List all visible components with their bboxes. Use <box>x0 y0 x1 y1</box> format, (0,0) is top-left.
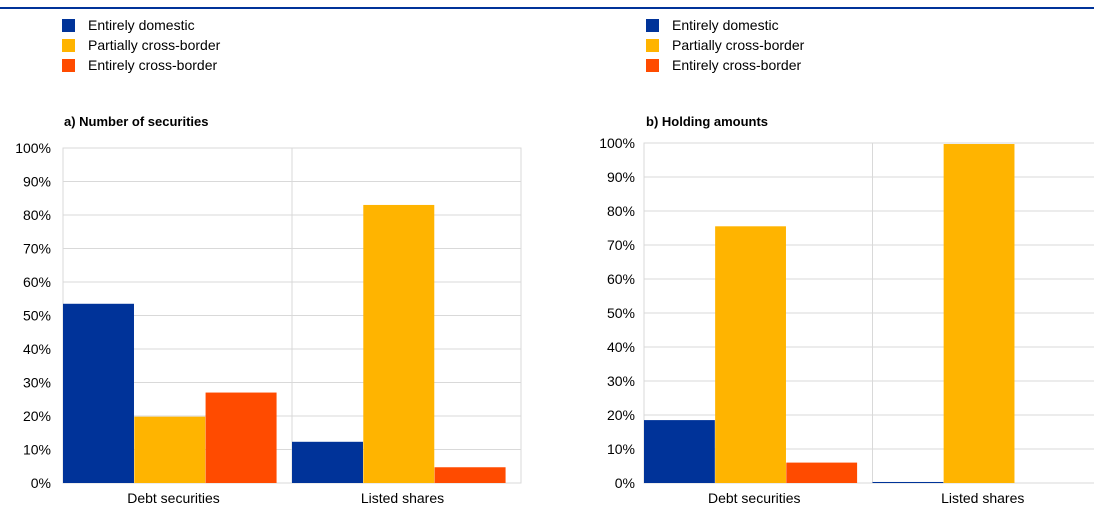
x-category-label: Listed shares <box>361 490 444 506</box>
top-rule <box>0 7 1094 9</box>
legend-item-partial: Partially cross-border <box>646 35 804 55</box>
legend-label: Partially cross-border <box>672 37 805 53</box>
legend-item-partial: Partially cross-border <box>62 35 220 55</box>
legend-item-cross: Entirely cross-border <box>646 55 804 75</box>
bar-domestic <box>872 481 944 483</box>
y-tick-label: 100% <box>15 140 51 156</box>
bar-domestic <box>644 420 715 483</box>
y-tick-label: 40% <box>23 341 51 357</box>
y-tick-label: 10% <box>23 442 51 458</box>
x-category-label: Debt securities <box>708 490 801 506</box>
y-tick-label: 80% <box>607 203 635 219</box>
y-tick-label: 20% <box>23 408 51 424</box>
chart-title: b) Holding amounts <box>646 114 769 129</box>
chart-panel-b: Entirely domestic Partially cross-border… <box>547 0 1094 509</box>
legend-swatch-domestic <box>62 18 75 32</box>
y-tick-label: 50% <box>23 308 51 324</box>
chart-panel-a: Entirely domestic Partially cross-border… <box>15 15 522 506</box>
y-tick-label: 50% <box>607 305 635 321</box>
y-tick-label: 0% <box>615 475 635 491</box>
bar-chart-b: 0% 10% 20% 30% 40% 50% 60% 70% 80% 90% 100% Debt se… <box>599 135 1094 506</box>
y-tick-label: 60% <box>607 271 635 287</box>
legend-item-cross: Entirely cross-border <box>62 55 220 75</box>
bar-cross <box>434 467 506 483</box>
y-tick-label: 30% <box>607 373 635 389</box>
y-tick-label: 80% <box>23 207 51 223</box>
legend-item-domestic: Entirely domestic <box>646 15 804 35</box>
legend-label: Entirely domestic <box>672 17 779 33</box>
y-tick-label: 30% <box>23 375 51 391</box>
bar-cross <box>786 462 858 483</box>
y-tick-label: 70% <box>607 237 635 253</box>
y-tick-label: 0% <box>31 475 51 491</box>
y-tick-label: 90% <box>607 169 635 185</box>
legend-label: Partially cross-border <box>88 37 221 53</box>
y-tick-label: 100% <box>599 135 635 151</box>
legend-swatch-cross <box>62 58 75 72</box>
bar-chart-a: 0% 10% 20% 30% 40% 50% 60% 70% 80% 90% 100% Debt se… <box>15 140 522 506</box>
legend-item-domestic: Entirely domestic <box>62 15 220 35</box>
legend-swatch-domestic <box>646 18 659 32</box>
y-tick-label: 40% <box>607 339 635 355</box>
legend: Entirely domestic Partially cross-border… <box>646 15 804 75</box>
legend-swatch-partial <box>62 38 75 52</box>
bar-partial <box>943 144 1015 483</box>
x-category-label: Listed shares <box>941 490 1024 506</box>
legend: Entirely domestic Partially cross-border… <box>62 15 220 75</box>
bar-partial <box>134 416 206 483</box>
bar-cross <box>205 392 277 483</box>
bar-domestic <box>63 303 134 483</box>
legend-label: Entirely cross-border <box>672 57 802 73</box>
x-category-label: Debt securities <box>127 490 220 506</box>
y-tick-label: 60% <box>23 274 51 290</box>
y-tick-label: 70% <box>23 241 51 257</box>
legend-label: Entirely domestic <box>88 17 195 33</box>
bar-domestic <box>292 441 363 483</box>
y-tick-label: 20% <box>607 407 635 423</box>
bar-partial <box>363 204 435 483</box>
bar-partial <box>715 226 786 484</box>
chart-title: a) Number of securities <box>64 114 209 129</box>
y-tick-label: 10% <box>607 441 635 457</box>
legend-swatch-partial <box>646 38 659 52</box>
legend-label: Entirely cross-border <box>88 57 218 73</box>
legend-swatch-cross <box>646 58 659 72</box>
y-tick-label: 90% <box>23 174 51 190</box>
